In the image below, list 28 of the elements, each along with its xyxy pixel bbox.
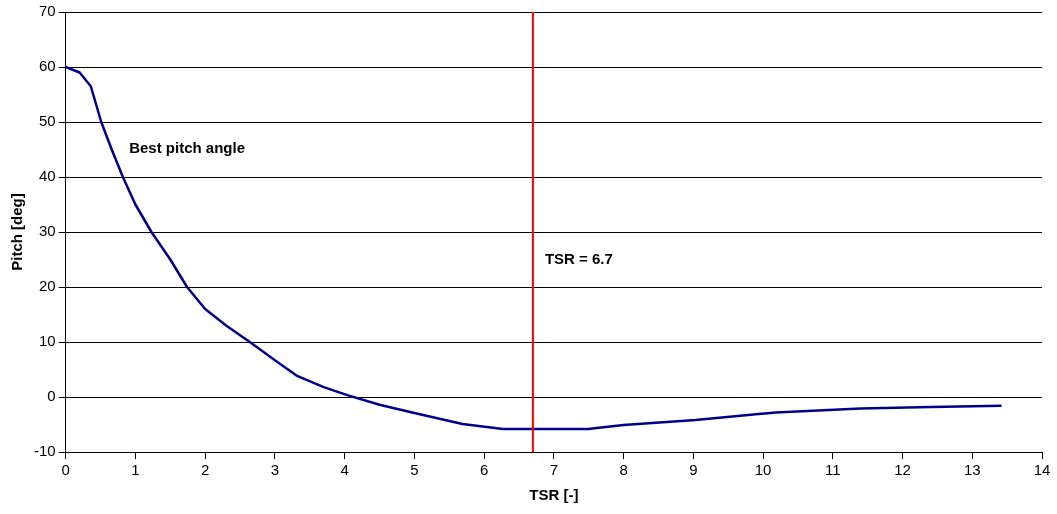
x-tick-label: 0 bbox=[61, 461, 70, 479]
ref-line-label: TSR = 6.7 bbox=[544, 249, 613, 267]
x-tick-label: 1 bbox=[131, 461, 140, 479]
x-tick-label: 8 bbox=[619, 461, 628, 479]
y-tick-label: 10 bbox=[38, 332, 56, 350]
x-axis-title: TSR [-] bbox=[529, 486, 579, 504]
x-tick-label: 2 bbox=[200, 461, 210, 479]
y-tick-label: 60 bbox=[38, 57, 56, 75]
y-tick-label: -10 bbox=[33, 442, 56, 460]
y-tick-label: 50 bbox=[38, 112, 56, 130]
y-axis-title: Pitch [deg] bbox=[8, 193, 26, 271]
y-tick-label: 70 bbox=[38, 2, 56, 20]
x-tick-label: 5 bbox=[410, 461, 419, 479]
annotation: Best pitch angle bbox=[129, 138, 245, 156]
x-tick-label: 10 bbox=[754, 461, 772, 479]
x-tick-label: 13 bbox=[963, 461, 981, 479]
y-tick-label: 0 bbox=[47, 387, 56, 405]
y-tick-label: 30 bbox=[38, 222, 56, 240]
x-tick-label: 4 bbox=[340, 461, 349, 479]
x-tick-label: 3 bbox=[270, 461, 280, 479]
x-tick-label: 14 bbox=[1033, 461, 1051, 479]
x-tick-label: 9 bbox=[689, 461, 698, 479]
y-tick-label: 40 bbox=[38, 167, 56, 185]
y-tick-label: 20 bbox=[38, 277, 56, 295]
x-tick-label: 7 bbox=[549, 461, 559, 479]
x-tick-label: 6 bbox=[479, 461, 489, 479]
x-tick-label: 11 bbox=[825, 461, 841, 479]
x-tick-label: 12 bbox=[894, 461, 911, 479]
